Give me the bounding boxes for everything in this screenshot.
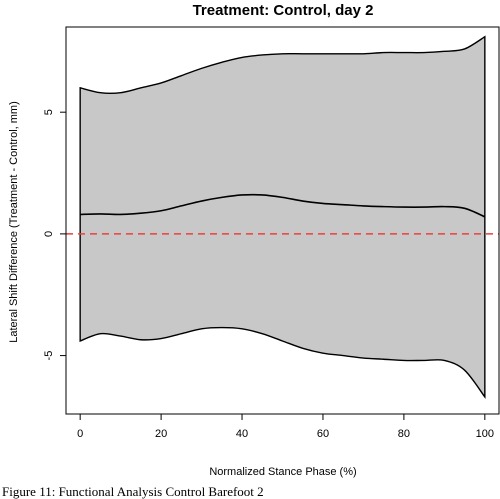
y-axis-label: Lateral Shift Difference (Treatment - Co…	[8, 101, 20, 342]
y-tick-label: 5	[43, 109, 55, 115]
y-axis: -5 0 5	[43, 109, 66, 360]
y-tick-label: -5	[43, 351, 55, 361]
figure-caption: Figure 11: Functional Analysis Control B…	[2, 484, 264, 499]
plot-frame	[65, 26, 500, 415]
x-tick-label: 80	[398, 428, 410, 440]
chart-title: Treatment: Control, day 2	[193, 2, 374, 19]
mean-difference-line	[80, 193, 486, 218]
y-tick-label: 0	[43, 231, 55, 237]
x-tick-label: 60	[317, 428, 329, 440]
x-axis: 0 20 40 60 80 100	[77, 414, 494, 440]
x-tick-label: 40	[236, 428, 248, 440]
x-tick-label: 0	[77, 428, 83, 440]
x-tick-label: 100	[476, 428, 494, 440]
confidence-band	[79, 35, 486, 400]
plot-area	[66, 35, 499, 400]
x-tick-label: 20	[155, 428, 167, 440]
x-axis-label: Normalized Stance Phase (%)	[209, 466, 356, 478]
